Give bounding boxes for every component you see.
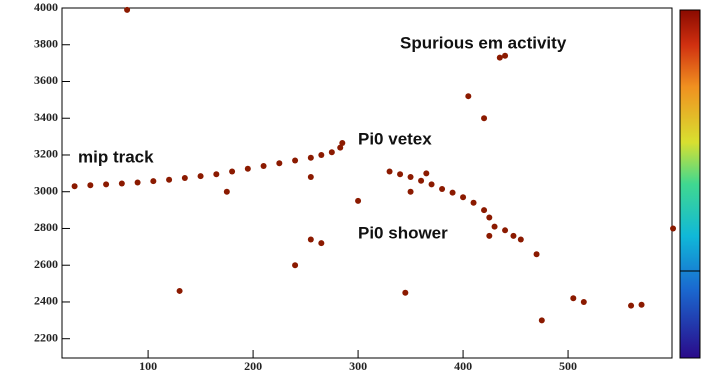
hit xyxy=(292,157,298,163)
y-tick-label: 3000 xyxy=(34,183,58,197)
hit xyxy=(418,178,424,184)
x-tick-label: 100 xyxy=(139,359,157,373)
hit xyxy=(308,236,314,242)
hit xyxy=(87,182,93,188)
hit xyxy=(308,155,314,161)
hit xyxy=(408,174,414,180)
x-tick-label: 400 xyxy=(454,359,472,373)
hit xyxy=(465,93,471,99)
hit xyxy=(539,317,545,323)
annotation: Pi0 shower xyxy=(358,223,448,242)
hit xyxy=(439,186,445,192)
hit xyxy=(408,189,414,195)
hit xyxy=(261,163,267,169)
hit xyxy=(182,175,188,181)
hit xyxy=(639,302,645,308)
hit xyxy=(471,200,477,206)
hit xyxy=(534,251,540,257)
hit xyxy=(670,225,676,231)
hit xyxy=(150,178,156,184)
hit xyxy=(460,194,466,200)
annotation: Spurious em activity xyxy=(400,33,567,52)
hit xyxy=(497,55,503,61)
hit xyxy=(224,189,230,195)
y-tick-label: 2800 xyxy=(34,220,58,234)
hit xyxy=(119,180,125,186)
hit xyxy=(166,177,172,183)
hit xyxy=(292,262,298,268)
y-tick-label: 2600 xyxy=(34,257,58,271)
hit xyxy=(423,170,429,176)
hit xyxy=(135,180,141,186)
hit xyxy=(581,299,587,305)
y-tick-label: 4000 xyxy=(34,0,58,14)
hit xyxy=(177,288,183,294)
annotation: Pi0 vetex xyxy=(358,129,432,148)
hit xyxy=(318,240,324,246)
x-tick-label: 200 xyxy=(244,359,262,373)
x-tick-label: 500 xyxy=(559,359,577,373)
hit xyxy=(103,181,109,187)
hit xyxy=(518,236,524,242)
hit xyxy=(198,173,204,179)
hit xyxy=(502,53,508,59)
hit xyxy=(229,169,235,175)
y-tick-label: 3200 xyxy=(34,147,58,161)
hit xyxy=(492,224,498,230)
x-tick-label: 300 xyxy=(349,359,367,373)
hit xyxy=(213,171,219,177)
y-tick-label: 3800 xyxy=(34,36,58,50)
hit xyxy=(481,115,487,121)
hit xyxy=(318,152,324,158)
hit xyxy=(486,233,492,239)
hit xyxy=(72,183,78,189)
hit xyxy=(450,190,456,196)
y-tick-label: 3600 xyxy=(34,73,58,87)
hit xyxy=(308,174,314,180)
chart: 2200 2400 2600 2800 3000 3200 3400 3600 3800 4000… xyxy=(0,0,703,374)
hit xyxy=(429,181,435,187)
y-tick-label: 2400 xyxy=(34,294,58,308)
hit xyxy=(402,290,408,296)
hit xyxy=(387,169,393,175)
hit xyxy=(276,160,282,166)
y-tick-label: 2200 xyxy=(34,330,58,344)
hit xyxy=(329,149,335,155)
hit xyxy=(245,166,251,172)
hit xyxy=(510,233,516,239)
hit xyxy=(628,303,634,309)
hit xyxy=(397,171,403,177)
hit xyxy=(339,140,345,146)
hit xyxy=(502,227,508,233)
y-tick-label: 3400 xyxy=(34,110,58,124)
hit xyxy=(486,214,492,220)
annotation: mip track xyxy=(78,147,154,166)
hit xyxy=(481,207,487,213)
hit xyxy=(355,198,361,204)
hit xyxy=(124,7,130,13)
color-bar xyxy=(680,10,700,358)
hit xyxy=(570,295,576,301)
